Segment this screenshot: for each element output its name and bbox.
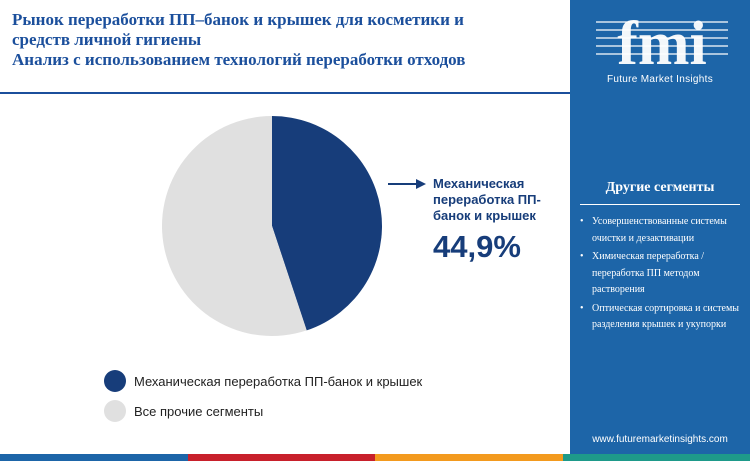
list-item: • Оптическая сортировка и системы разделе… <box>580 302 740 331</box>
footer-segment-teal <box>562 454 750 461</box>
pie-chart <box>161 116 426 337</box>
legend-item-others: Все прочие сегменты <box>104 396 422 426</box>
legend-label-mechanical: Механическая переработка ПП-банок и крыш… <box>134 373 423 389</box>
other-segments-list: • Усовершенствованные системы очистки и д… <box>580 214 745 336</box>
pie-slice-others <box>161 116 307 337</box>
legend-item-mechanical: Механическая переработка ПП-банок и крыш… <box>104 366 422 396</box>
legend-swatch-mechanical <box>104 370 126 392</box>
other-segments-divider <box>580 204 740 205</box>
callout-label: Механическая переработка ПП-банок и крыш… <box>433 176 541 223</box>
svg-text:fmi: fmi <box>617 10 707 70</box>
fmi-logo-letters: fmi <box>596 10 728 70</box>
legend-label-others: Все прочие сегменты <box>134 403 264 419</box>
title-line-1: Рынок переработки ПП‒банок и крышек для … <box>12 10 464 29</box>
chart-area: Механическая переработка ПП-банок и крыш… <box>0 94 570 454</box>
website-url[interactable]: www.futuremarketinsights.com <box>592 434 728 445</box>
bullet-icon: • <box>580 302 584 314</box>
callout-arrow-head-icon <box>416 179 426 189</box>
callout-value: 44,9% <box>433 229 521 264</box>
footer-segment-blue <box>0 454 188 461</box>
legend-swatch-others <box>104 400 126 422</box>
footer-color-bar <box>0 454 750 461</box>
list-item: • Усовершенствованные системы очистки и д… <box>580 216 727 244</box>
pie-slice-mechanical <box>272 116 382 331</box>
bullet-icon: • <box>580 216 584 227</box>
header-divider <box>0 92 570 94</box>
title-line-3: Анализ с использованием технологий перер… <box>12 50 466 69</box>
sidebar: fmi Future Market Insights Другие сегмен… <box>570 0 750 454</box>
logo-subtitle: Future Market Insights <box>606 74 714 85</box>
legend: Механическая переработка ПП-банок и крыш… <box>104 366 422 426</box>
chart-header: Рынок переработки ПП‒банок и крышек для … <box>0 0 570 92</box>
fmi-logo: fmi Future Market Insights <box>570 10 750 86</box>
title-line-2: средств личной гигиены <box>12 30 202 49</box>
bullet-icon: • <box>580 251 584 262</box>
footer-segment-orange <box>375 454 563 461</box>
other-segments-title: Другие сегменты <box>605 180 715 195</box>
list-item: • Химическая переработка / переработка ПП… <box>580 251 705 295</box>
footer-segment-red <box>187 454 375 461</box>
